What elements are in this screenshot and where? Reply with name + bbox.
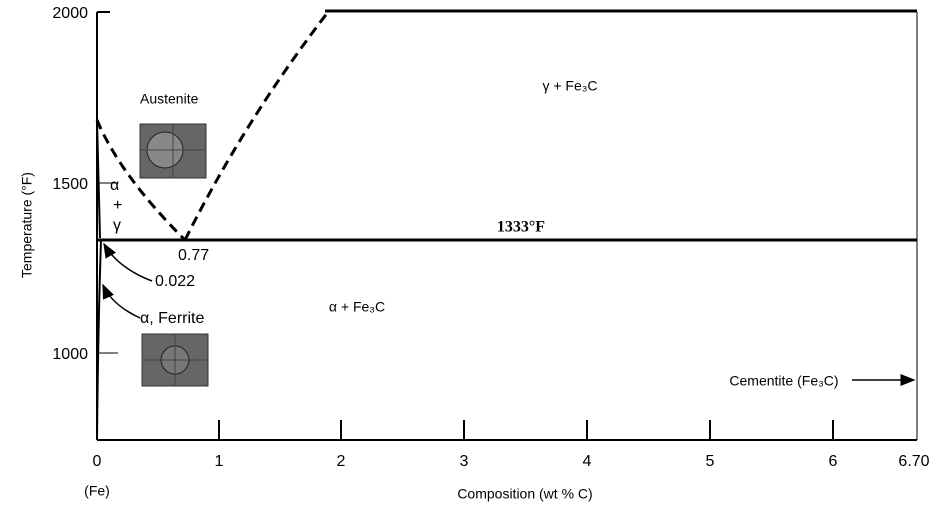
region-label: α	[110, 177, 119, 194]
ferrite-boundary	[96, 119, 102, 441]
annotation: 0.022	[155, 273, 195, 290]
y-tick-label: 1000	[52, 346, 88, 363]
fe-label: (Fe)	[84, 483, 110, 499]
region-label: γ	[113, 217, 121, 234]
annotation: 0.77	[178, 247, 209, 264]
x-ticks	[218, 420, 834, 440]
y-tick-label: 1500	[52, 176, 88, 193]
ferrite-cube	[141, 333, 209, 387]
region-label: α + Fe₃C	[329, 299, 385, 315]
acm-line	[183, 11, 330, 241]
x-tick-label: 2	[337, 453, 346, 470]
austenite-cube	[139, 123, 207, 179]
region-label: +	[113, 197, 122, 214]
cube-edge	[140, 124, 206, 178]
x-axis-label: Composition (wt % C)	[457, 486, 592, 502]
x-tick-label: 3	[460, 453, 469, 470]
x-tick-label: 4	[583, 453, 592, 470]
arrow	[102, 283, 141, 319]
arrow	[103, 242, 153, 282]
annotation: Cementite (Fe₃C)	[729, 373, 838, 389]
annotation: 1333°F	[497, 219, 545, 236]
x-tick-label: 5	[706, 453, 715, 470]
cube-edge	[142, 334, 208, 386]
annotation: α, Ferrite	[140, 310, 204, 327]
x-tick-label: 1	[215, 453, 224, 470]
x-tick-label: 6.70	[898, 453, 929, 470]
region-label: Austenite	[140, 91, 199, 107]
y-axis-label: Temperature (°F)	[19, 172, 35, 278]
phase-lines	[95, 11, 917, 441]
x-tick-label: 6	[829, 453, 838, 470]
region-label: γ + Fe₃C	[542, 78, 597, 94]
a3-line	[95, 119, 187, 242]
x-tick-label: 0	[93, 453, 102, 470]
y-tick-label: 2000	[52, 5, 88, 22]
